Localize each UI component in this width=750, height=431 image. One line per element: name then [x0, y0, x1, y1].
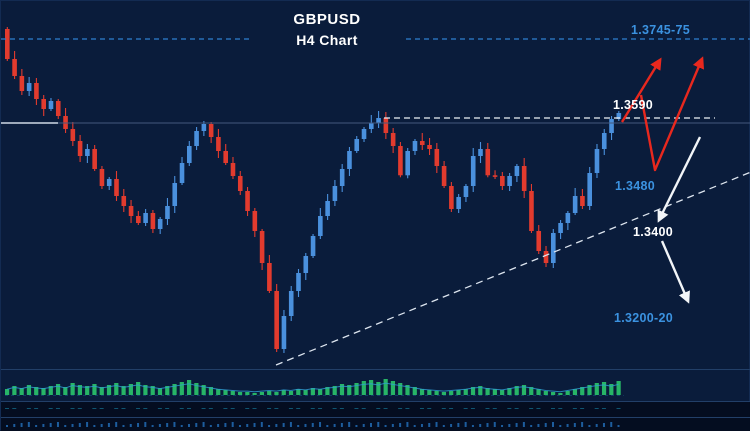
symbol-label: GBPUSD	[293, 11, 361, 28]
price-label-support-zone: 1.3200-20	[614, 311, 673, 325]
price-label-1-3480: 1.3480	[615, 179, 656, 193]
indicator-pane-collapsed-1	[1, 402, 750, 417]
price-label-1-3400: 1.3400	[633, 225, 674, 239]
chart-title: GBPUSD H4 Chart	[251, 7, 403, 52]
price-label-1-3590: 1.3590	[613, 98, 654, 112]
indicator-pane-collapsed-2	[1, 418, 750, 431]
price-label-resistance-zone: 1.3745-75	[631, 23, 690, 37]
timeframe-label: H4 Chart	[296, 32, 358, 48]
